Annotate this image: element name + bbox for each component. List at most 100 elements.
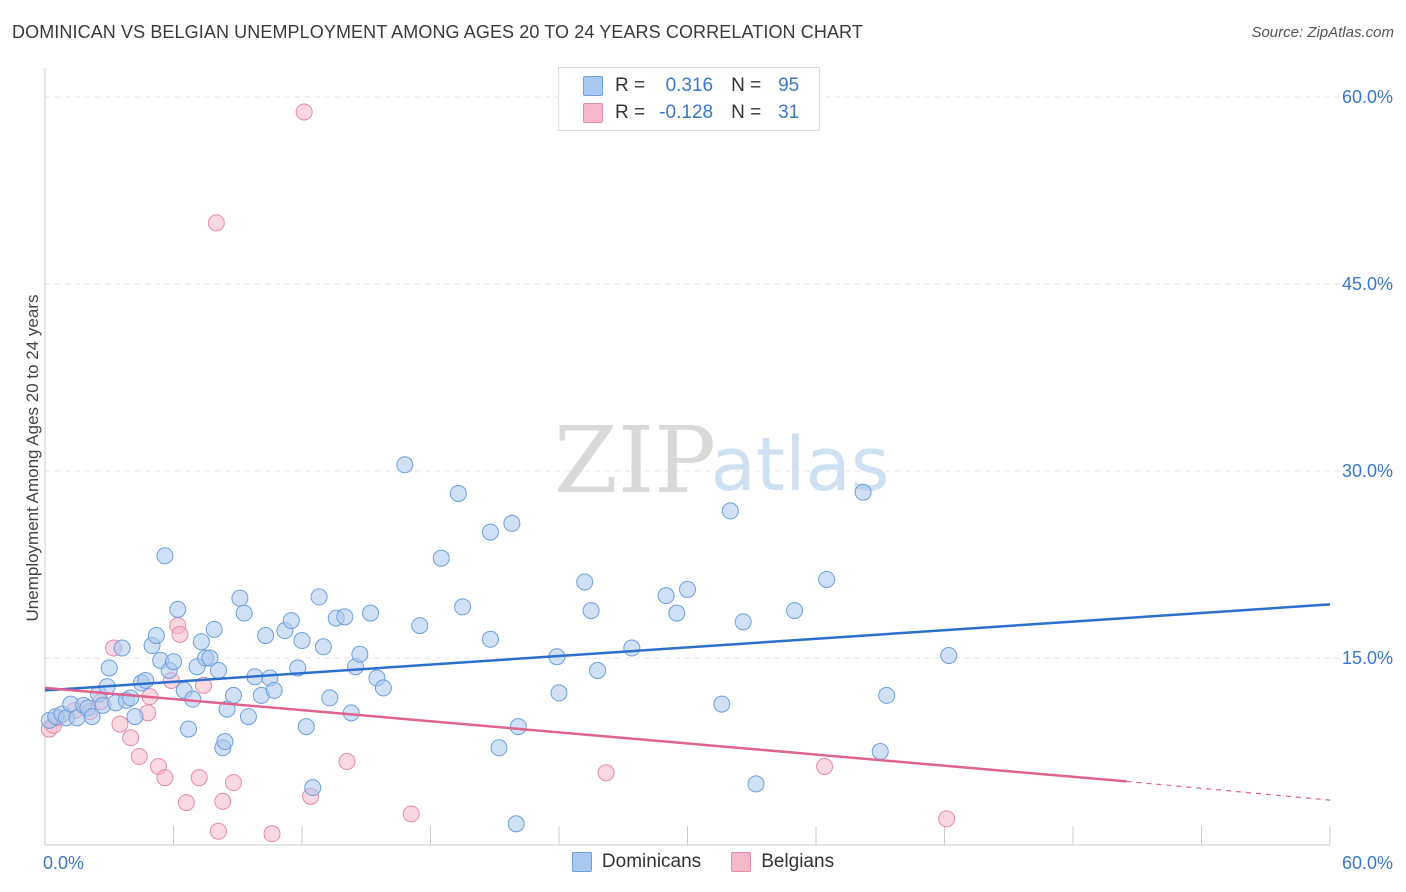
dominican-point xyxy=(100,659,118,677)
blue-swatch xyxy=(583,76,603,96)
n-label: N = xyxy=(731,102,762,123)
belgian-point xyxy=(597,764,615,782)
belgian-point xyxy=(402,805,420,823)
dominican-point xyxy=(713,695,731,713)
belgian-point xyxy=(122,729,140,747)
dominican-point xyxy=(314,638,332,656)
belgian-point xyxy=(190,769,208,787)
dominican-point xyxy=(411,617,429,635)
dominican-point xyxy=(509,718,527,736)
dominican-point xyxy=(289,659,307,677)
belgian-point xyxy=(214,792,232,810)
legend-row-belgians: R = -0.128 N = 31 xyxy=(583,101,799,125)
dominican-point xyxy=(201,649,219,667)
x-tick-label: 0.0% xyxy=(43,853,84,873)
dominican-point xyxy=(668,604,686,622)
dominican-point xyxy=(871,743,889,760)
dominican-point xyxy=(721,502,739,520)
belgian-point xyxy=(171,625,189,643)
dominicans-trend-line xyxy=(44,603,1331,692)
dominican-point xyxy=(235,604,253,622)
dominican-point xyxy=(576,573,594,591)
pink-swatch xyxy=(731,852,752,872)
belgian-point xyxy=(207,214,225,232)
r-label: R = xyxy=(615,75,646,96)
dominican-point xyxy=(940,647,958,665)
dominican-point xyxy=(257,627,275,645)
belgian-point xyxy=(194,676,212,694)
dominican-point xyxy=(432,549,450,567)
legend-label-belgians: Belgians xyxy=(761,851,835,872)
y-tick-label: 45.0% xyxy=(1342,274,1393,294)
dominican-point xyxy=(224,686,242,704)
dominican-point xyxy=(854,483,872,501)
n-label: N = xyxy=(731,75,762,96)
stats-legend: R = 0.316 N = 95 R = -0.128 N = 31 xyxy=(558,67,820,131)
dominican-point xyxy=(818,570,836,588)
dominican-point xyxy=(169,600,187,618)
dominican-point xyxy=(351,645,369,663)
n-value: 31 xyxy=(778,102,800,123)
dominican-point xyxy=(657,587,675,605)
dominican-point xyxy=(481,523,499,541)
dominican-point xyxy=(449,484,467,502)
dominican-point xyxy=(179,720,197,738)
trend-lines xyxy=(44,603,1331,801)
dominican-point xyxy=(747,775,765,793)
dominican-point xyxy=(297,718,315,736)
dominican-point xyxy=(503,514,521,532)
dominican-point xyxy=(374,679,392,697)
dominican-point xyxy=(231,589,249,607)
belgians-trend-extension xyxy=(1126,780,1331,801)
dominican-point xyxy=(321,689,339,707)
dominican-point xyxy=(582,602,600,620)
blue-swatch xyxy=(571,852,592,872)
legend-item-belgians[interactable]: Belgians xyxy=(731,851,834,873)
dominican-point xyxy=(786,602,804,620)
chart-title: DOMINICAN VS BELGIAN UNEMPLOYMENT AMONG … xyxy=(12,22,863,42)
dominican-point xyxy=(336,608,354,626)
dominican-point xyxy=(126,708,144,726)
y-tick-label: 60.0% xyxy=(1342,87,1393,107)
dominican-point xyxy=(304,779,322,797)
dominican-point xyxy=(156,547,174,565)
tick-labels: 15.0% 30.0% 45.0% 60.0% 0.0% 60.0% xyxy=(43,87,1393,873)
dominican-point xyxy=(550,684,568,702)
series-legend: Dominicans Belgians xyxy=(0,851,1406,873)
grid-lines xyxy=(45,96,1390,659)
dominican-point xyxy=(679,580,696,598)
dominican-point xyxy=(265,681,283,699)
dominican-point xyxy=(216,733,234,751)
belgian-point xyxy=(224,774,242,792)
dominican-point xyxy=(878,686,896,704)
belgian-point xyxy=(177,794,195,812)
x-tick-label: 60.0% xyxy=(1342,853,1393,873)
dominican-point xyxy=(623,639,641,657)
dominican-point xyxy=(192,633,210,651)
dominican-point xyxy=(165,653,182,671)
dominican-point xyxy=(147,627,165,645)
r-label: R = xyxy=(615,102,646,123)
watermark-zip: ZIP xyxy=(554,407,716,514)
dominicans-points xyxy=(40,456,958,833)
belgian-point xyxy=(263,825,281,843)
dominican-point xyxy=(137,671,155,689)
dominican-point xyxy=(481,630,499,648)
dominican-point xyxy=(122,689,140,707)
dominican-point xyxy=(293,632,311,650)
dominican-point xyxy=(282,612,300,630)
belgian-point xyxy=(816,757,834,775)
belgian-point xyxy=(111,715,129,733)
legend-label-dominicans: Dominicans xyxy=(601,851,702,872)
r-value: 0.316 xyxy=(665,75,714,96)
dominican-point xyxy=(205,620,223,638)
legend-item-dominicans[interactable]: Dominicans xyxy=(571,851,702,873)
dominican-point xyxy=(734,613,752,631)
y-tick-label: 15.0% xyxy=(1342,648,1393,668)
belgian-point xyxy=(130,747,148,765)
y-tick-label: 30.0% xyxy=(1342,461,1393,481)
dominican-point xyxy=(362,604,380,622)
belgians-trend-line xyxy=(44,686,1127,783)
belgian-point xyxy=(295,103,313,121)
legend-row-dominicans: R = 0.316 N = 95 xyxy=(583,74,799,98)
